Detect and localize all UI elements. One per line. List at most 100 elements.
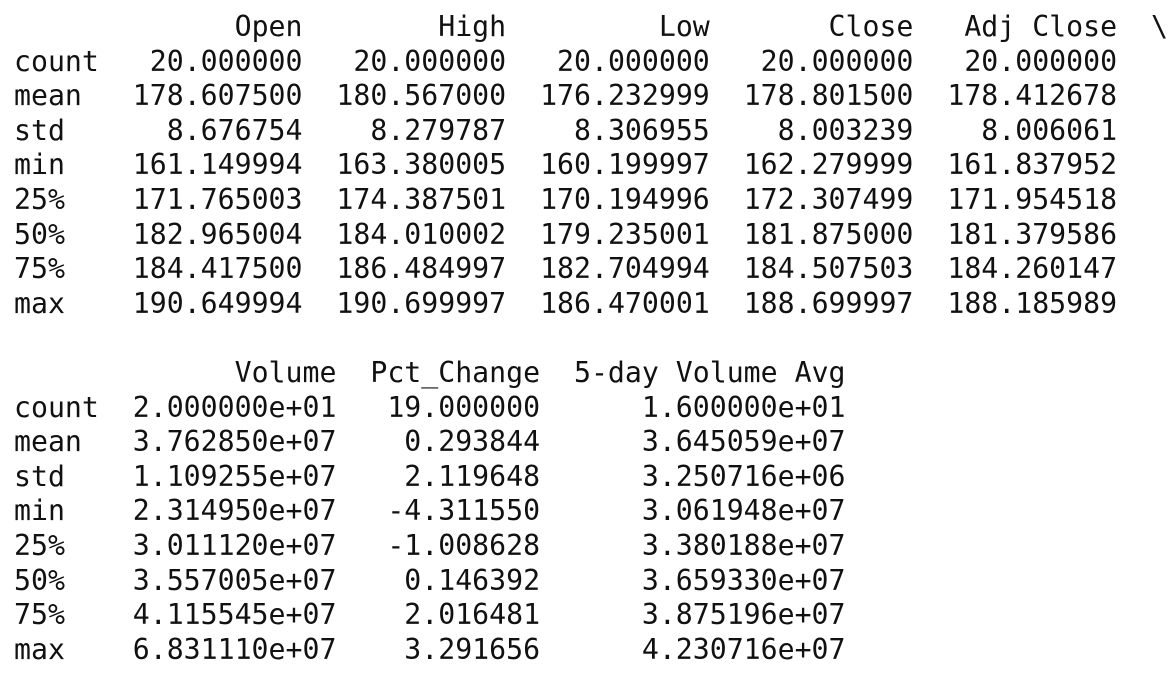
table-cell: 181.379586 xyxy=(947,217,1118,251)
table-cell: 182.965004 xyxy=(132,217,303,251)
table-cell: 178.801500 xyxy=(743,79,914,113)
table-cell: 8.306955 xyxy=(574,113,710,147)
table-row: count 2.000000e+01 19.000000 1.600000e+0… xyxy=(14,391,1168,426)
table-cell: 2.314950e+07 xyxy=(132,494,337,528)
index-header xyxy=(14,10,99,45)
row-index-label: 25% xyxy=(14,182,65,216)
table-row: std 1.109255e+07 2.119648 3.250716e+06 xyxy=(14,460,1168,495)
table-row: max 6.831110e+07 3.291656 4.230716e+07 xyxy=(14,633,1168,668)
table-cell: 3.659330e+07 xyxy=(641,563,846,597)
index-header xyxy=(14,356,99,391)
table-row: 50% 3.557005e+07 0.146392 3.659330e+07 xyxy=(14,564,1168,599)
column-header: High xyxy=(438,10,507,43)
table-cell: 174.387501 xyxy=(336,182,507,216)
dataframe-describe-output: Open High Low Close Adj Close \ count 20… xyxy=(14,10,1168,667)
table-cell: 180.567000 xyxy=(336,79,507,113)
table-cell: 8.676754 xyxy=(166,113,303,147)
column-header: Open xyxy=(234,10,303,43)
table-cell: 2.000000e+01 xyxy=(132,390,337,424)
row-index-label: min xyxy=(14,494,65,528)
table-cell: 4.230716e+07 xyxy=(641,632,846,666)
table-cell: 8.003239 xyxy=(777,113,914,147)
table-row: count 20.000000 20.000000 20.000000 20.0… xyxy=(14,45,1168,80)
table-cell: 170.194996 xyxy=(540,182,710,216)
table-row: 50% 182.965004 184.010002 179.235001 181… xyxy=(14,218,1168,253)
table-row: 25% 171.765003 174.387501 170.194996 172… xyxy=(14,183,1168,218)
table-cell: 2.016481 xyxy=(404,598,541,632)
row-index-label: 75% xyxy=(14,252,65,286)
table-cell: 161.837952 xyxy=(947,148,1118,182)
row-index-label: std xyxy=(14,459,65,493)
table-cell: 20.000000 xyxy=(760,44,914,78)
column-header: Adj Close xyxy=(964,10,1118,43)
table-row: mean 3.762850e+07 0.293844 3.645059e+07 xyxy=(14,425,1168,460)
table-cell: 3.875196e+07 xyxy=(641,598,846,632)
header-row: Open High Low Close Adj Close \ xyxy=(14,10,1168,45)
table-cell: 186.484997 xyxy=(336,252,507,286)
table-cell: 188.185989 xyxy=(947,286,1118,320)
table-cell: 1.109255e+07 xyxy=(132,459,337,493)
table-row: 75% 4.115545e+07 2.016481 3.875196e+07 xyxy=(14,598,1168,633)
table-row: max 190.649994 190.699997 186.470001 188… xyxy=(14,287,1168,322)
table-cell: 6.831110e+07 xyxy=(132,632,337,666)
table-row: mean 178.607500 180.567000 176.232999 17… xyxy=(14,79,1168,114)
table-cell: 178.607500 xyxy=(132,79,303,113)
table-cell: 182.704994 xyxy=(540,252,710,286)
table-cell: 0.146392 xyxy=(404,563,541,597)
table-cell: 3.645059e+07 xyxy=(641,425,846,459)
table-cell: 190.699997 xyxy=(336,286,507,320)
row-index-label: count xyxy=(14,390,99,424)
table-cell: 3.250716e+06 xyxy=(641,459,846,493)
row-index-label: count xyxy=(14,44,99,78)
table-cell: 171.765003 xyxy=(132,182,303,216)
column-header: Pct_Change xyxy=(370,355,541,389)
table-cell: 1.600000e+01 xyxy=(641,390,846,424)
table-cell: 184.010002 xyxy=(336,217,507,251)
table-row: std 8.676754 8.279787 8.306955 8.003239 … xyxy=(14,114,1168,149)
row-index-label: max xyxy=(14,286,65,320)
table-cell: 178.412678 xyxy=(947,79,1118,113)
table-cell: 3.061948e+07 xyxy=(641,494,846,528)
table-cell: 188.699997 xyxy=(743,286,914,320)
table-cell: 181.875000 xyxy=(743,217,914,251)
line-continuation-marker: \ xyxy=(1150,10,1168,43)
table-cell: 8.279787 xyxy=(370,113,507,147)
table-row: min 161.149994 163.380005 160.199997 162… xyxy=(14,148,1168,183)
table-cell: -4.311550 xyxy=(387,494,541,528)
table-cell: 184.260147 xyxy=(947,252,1118,286)
header-row: Volume Pct_Change 5-day Volume Avg xyxy=(14,356,1168,391)
row-index-label: max xyxy=(14,632,65,666)
row-index-label: mean xyxy=(14,425,82,459)
table-cell: 20.000000 xyxy=(353,44,507,78)
table-cell: 176.232999 xyxy=(540,79,710,113)
table-cell: 163.380005 xyxy=(336,148,507,182)
table-cell: 179.235001 xyxy=(540,217,710,251)
table-row: 75% 184.417500 186.484997 182.704994 184… xyxy=(14,252,1168,287)
row-index-label: mean xyxy=(14,79,82,113)
table-cell: 3.291656 xyxy=(404,632,541,666)
table-cell: 0.293844 xyxy=(404,425,541,459)
table-cell: 3.011120e+07 xyxy=(132,528,337,562)
table-cell: 162.279999 xyxy=(743,148,914,182)
table-cell: 161.149994 xyxy=(132,148,303,182)
table-cell: 3.762850e+07 xyxy=(132,425,337,459)
table-cell: 186.470001 xyxy=(540,286,710,320)
table-cell: 20.000000 xyxy=(149,44,303,78)
column-header: Volume xyxy=(234,355,337,389)
table-cell: 171.954518 xyxy=(947,182,1118,216)
row-index-label: 25% xyxy=(14,528,65,562)
column-header: Close xyxy=(828,10,914,43)
table-row: 25% 3.011120e+07 -1.008628 3.380188e+07 xyxy=(14,529,1168,564)
table-cell: 184.417500 xyxy=(132,252,303,286)
column-header: 5-day Volume Avg xyxy=(573,355,846,389)
row-index-label: std xyxy=(14,113,65,147)
table-cell: 2.119648 xyxy=(404,459,541,493)
row-index-label: 75% xyxy=(14,598,65,632)
table-cell: 160.199997 xyxy=(540,148,710,182)
table-cell: 4.115545e+07 xyxy=(132,598,337,632)
table-cell: 20.000000 xyxy=(557,44,710,78)
describe-table-part-2: Volume Pct_Change 5-day Volume Avg count… xyxy=(14,356,1168,667)
table-cell: 172.307499 xyxy=(743,182,914,216)
column-header: Low xyxy=(658,10,710,43)
table-cell: 3.557005e+07 xyxy=(132,563,337,597)
